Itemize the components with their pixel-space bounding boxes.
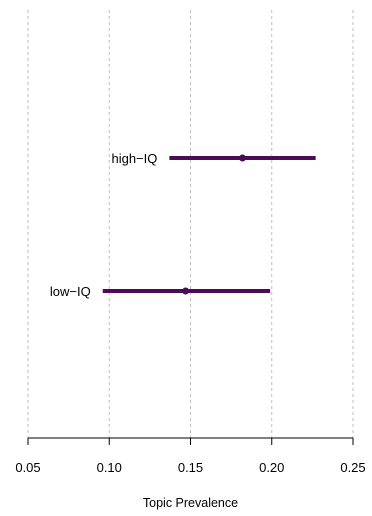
x-tick-label: 0.15 (178, 460, 203, 475)
x-tick-label: 0.20 (259, 460, 284, 475)
x-axis: 0.05 0.10 0.15 0.20 0.25 (15, 437, 366, 475)
x-axis-title: Topic Prevalence (143, 496, 238, 510)
category-label: low−IQ (50, 284, 91, 299)
x-tick-label: 0.25 (340, 460, 365, 475)
gridlines (27, 10, 354, 438)
category-label: high−IQ (111, 151, 157, 166)
point-estimate (182, 287, 190, 295)
x-tick-label: 0.05 (15, 460, 40, 475)
point-estimate (239, 154, 246, 162)
x-tick-label: 0.10 (97, 460, 122, 475)
intervals: high−IQ low−IQ (50, 151, 316, 299)
